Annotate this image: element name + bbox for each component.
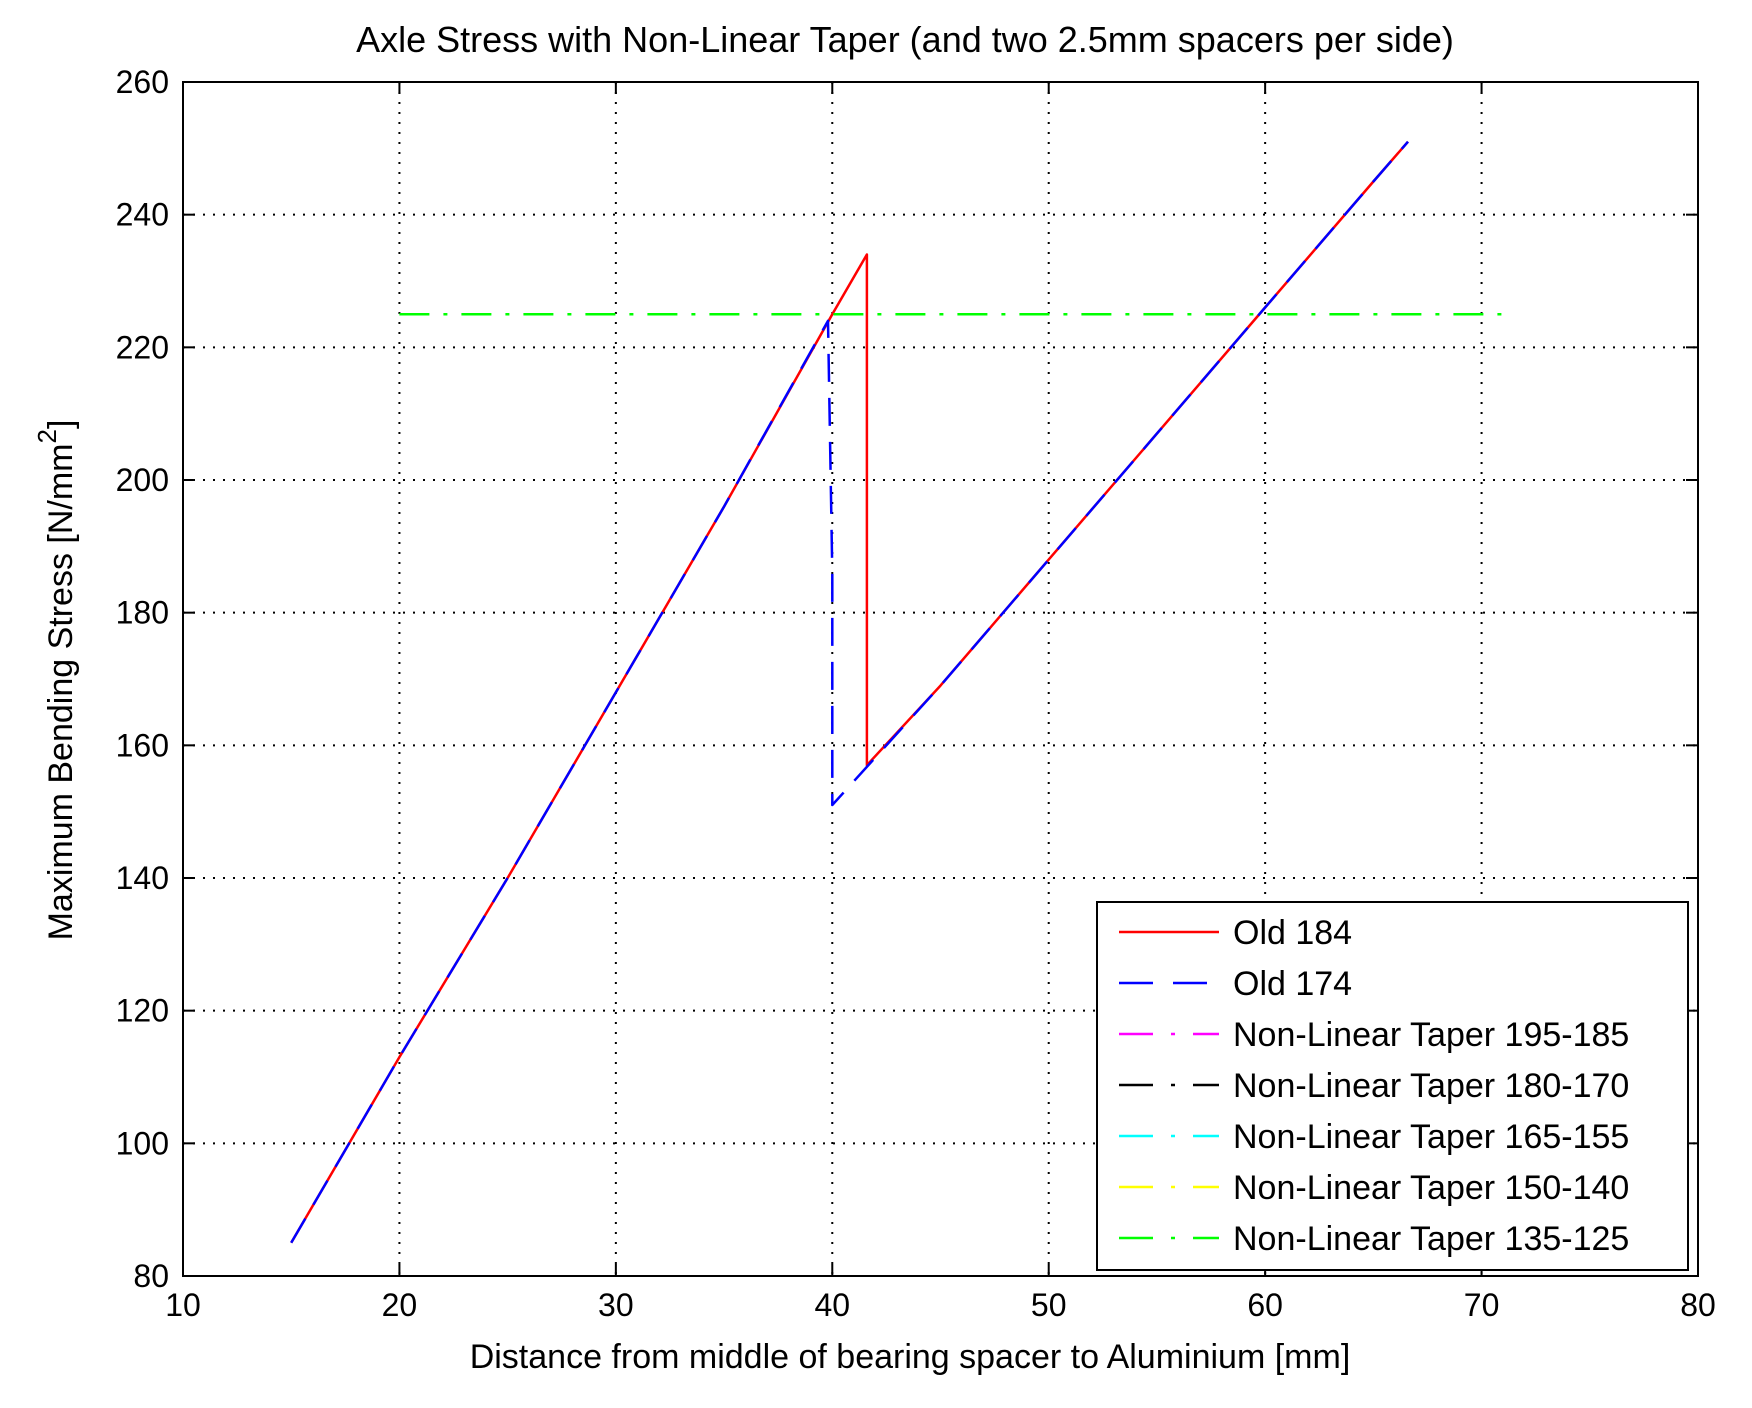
- y-tick-label: 200: [116, 462, 169, 498]
- y-tick-label: 160: [116, 727, 169, 763]
- axis-ticks: 10 20 30 40 50 60 70 80 80 100 120 140 160 180 200 220 2…: [116, 64, 1716, 1323]
- legend-label-3: Non-Linear Taper 195-185: [1233, 1016, 1629, 1054]
- svg-text:Maximum Bending Stress [N/mm2]: Maximum Bending Stress [N/mm2]: [32, 420, 80, 941]
- plot-area-frame: [182, 81, 1699, 1277]
- x-tick-label: 10: [165, 1287, 201, 1323]
- legend-label-6: Non-Linear Taper 150-140: [1233, 1169, 1629, 1207]
- legend: Old 184 Old 174 Non-Linear Taper 195-185 No…: [1096, 901, 1689, 1271]
- y-tick-label: 120: [116, 993, 169, 1029]
- y-tick-label: 240: [116, 197, 169, 233]
- y-tick-label: 220: [116, 329, 169, 365]
- y-tick-label: 140: [116, 860, 169, 896]
- y-axis-label-suffix: ]: [42, 420, 80, 429]
- series-line-2: [290, 140, 1409, 1244]
- legend-label-5: Non-Linear Taper 165-155: [1233, 1118, 1629, 1156]
- legend-label-1: Old 184: [1233, 914, 1352, 952]
- x-axis-label: Distance from middle of bearing spacer t…: [470, 1338, 1351, 1376]
- y-axis-label-superscript: 2: [32, 429, 62, 443]
- x-tick-label: 70: [1464, 1287, 1500, 1323]
- legend-label-4: Non-Linear Taper 180-170: [1233, 1067, 1629, 1105]
- series-lines: [290, 140, 1514, 1244]
- legend-label-2: Old 174: [1233, 965, 1352, 1003]
- chart-title: Axle Stress with Non-Linear Taper (and t…: [356, 19, 1454, 60]
- x-tick-label: 80: [1680, 1287, 1716, 1323]
- y-axis-label-text: Maximum Bending Stress [N/mm: [42, 444, 80, 941]
- legend-label-7: Non-Linear Taper 135-125: [1233, 1220, 1629, 1258]
- y-axis-label: Maximum Bending Stress [N/mm2]: [32, 420, 80, 941]
- y-tick-label: 80: [133, 1258, 169, 1294]
- x-tick-label: 40: [814, 1287, 850, 1323]
- y-tick-label: 100: [116, 1125, 169, 1161]
- x-tick-label: 30: [598, 1287, 634, 1323]
- y-tick-label: 260: [116, 64, 169, 100]
- x-tick-label: 60: [1247, 1287, 1283, 1323]
- x-tick-label: 20: [382, 1287, 418, 1323]
- x-tick-label: 50: [1031, 1287, 1067, 1323]
- y-tick-label: 180: [116, 595, 169, 631]
